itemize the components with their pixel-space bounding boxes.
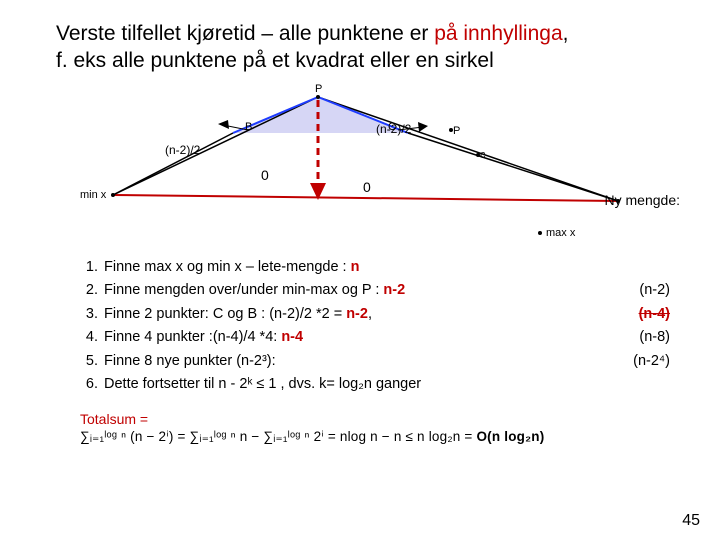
step-3: Finne 2 punkter: C og B : (n-2)/2 *2 = n… <box>102 303 680 326</box>
step-4: Finne 4 punkter :(n-4)/4 *4: n-4 (n-8) <box>102 326 680 349</box>
formula: ∑ᵢ₌₁ˡᵒᵍ ⁿ (n − 2ⁱ) = ∑ᵢ₌₁ˡᵒᵍ ⁿ n − ∑ᵢ₌₁ˡ… <box>80 429 680 445</box>
label-p-small: P <box>453 125 460 137</box>
label-B: B <box>245 121 252 133</box>
label-maxx: max x <box>546 227 575 239</box>
totalsum-label: Totalsum = <box>80 411 680 427</box>
slide-title: Verste tilfellet kjøretid – alle punkten… <box>56 20 680 75</box>
label-P: P <box>315 83 322 95</box>
label-n2-right: (n-2)/2 <box>376 122 411 136</box>
label-minx: min x <box>80 189 106 201</box>
step-6: Dette fortsetter til n - 2ᵏ ≤ 1 , dvs. k… <box>102 373 680 396</box>
ny-mengde-label: Ny mengde: <box>605 192 680 208</box>
step-5: Finne 8 nye punkter (n-2³): (n-2⁴) <box>102 350 680 373</box>
step-1: Finne max x og min x – lete-mengde : n <box>102 256 680 279</box>
steps-list: Finne max x og min x – lete-mengde : n F… <box>102 256 680 397</box>
title-plain: Verste tilfellet kjøretid – alle punkten… <box>56 22 434 45</box>
title-accent: på innhyllinga <box>434 22 562 45</box>
step-2: Finne mengden over/under min-max og P : … <box>102 279 680 302</box>
label-zero-right: 0 <box>363 179 371 195</box>
page-number: 45 <box>682 512 700 530</box>
label-c-small: c <box>480 149 486 161</box>
label-zero-left: 0 <box>261 167 269 183</box>
geometry-diagram: P B C P c (n-2)/2 (n-2)/2 0 0 min x max … <box>88 85 648 250</box>
label-n2-left: (n-2)/2 <box>165 143 200 157</box>
